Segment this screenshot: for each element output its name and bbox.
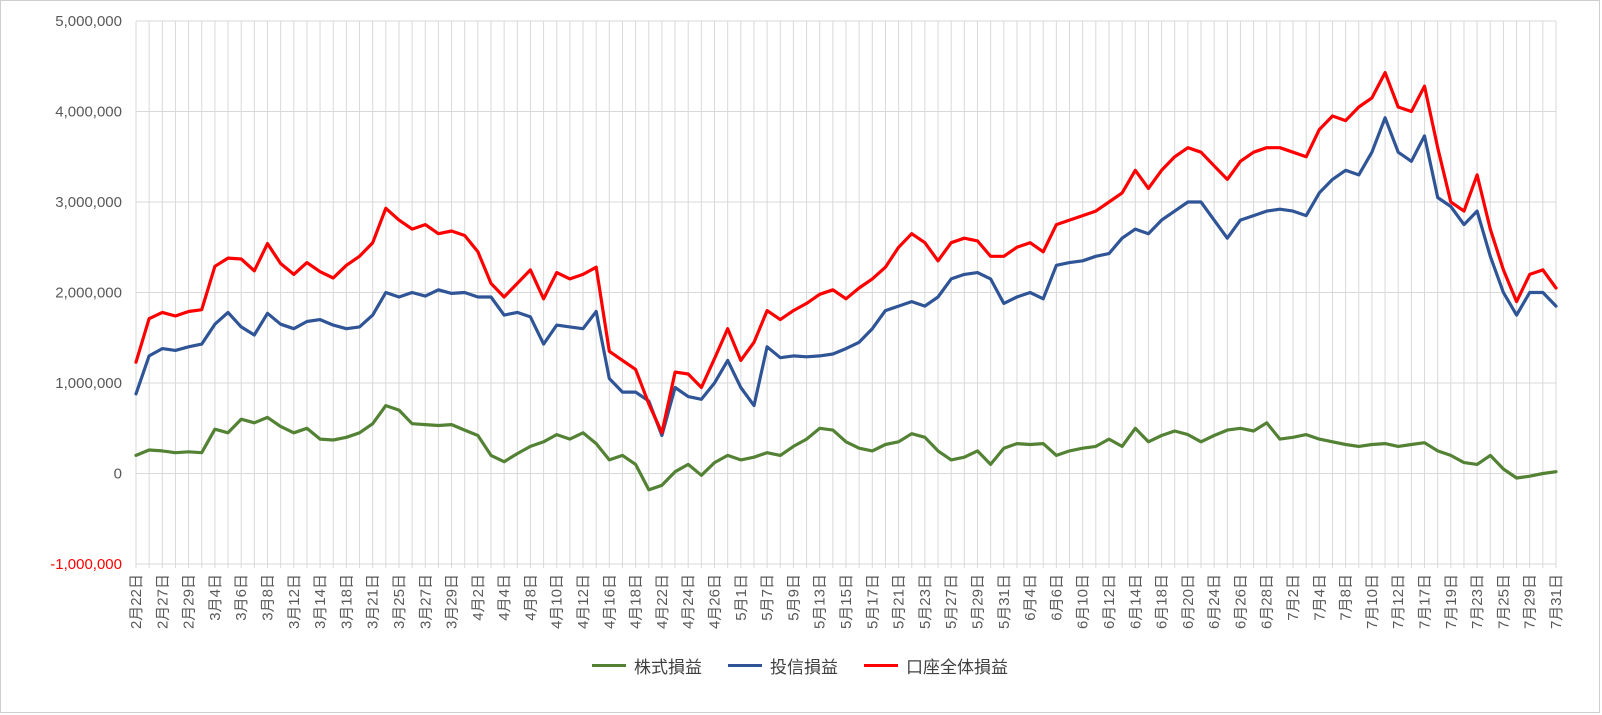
- x-tick-label: 4月10日: [549, 574, 566, 629]
- x-tick-label: 3月18日: [338, 574, 355, 629]
- x-tick-label: 3月27日: [417, 574, 434, 629]
- x-tick-label: 7月2日: [1285, 574, 1302, 621]
- series-lines: [134, 70, 1558, 492]
- x-tick-label: 3月21日: [365, 574, 382, 629]
- x-tick-label: 3月6日: [233, 574, 250, 621]
- y-tick-label: -1,000,000: [50, 556, 122, 573]
- x-tick-label: 3月29日: [444, 574, 461, 629]
- x-tick-label: 2月22日: [128, 574, 145, 629]
- x-tick-label: 6月28日: [1259, 574, 1276, 629]
- x-tick-label: 4月26日: [707, 574, 724, 629]
- x-tick-label: 4月24日: [680, 574, 697, 629]
- y-tick-label: 0: [114, 466, 122, 483]
- x-tick-label: 4月12日: [575, 574, 592, 629]
- x-tick-label: 6月12日: [1101, 574, 1118, 629]
- x-tick-label: 5月13日: [812, 574, 829, 629]
- x-tick-label: 6月10日: [1075, 574, 1092, 629]
- x-tick-label: 4月8日: [522, 574, 539, 621]
- series-line-stock: [134, 404, 1558, 492]
- x-tick-label: 6月6日: [1048, 574, 1065, 621]
- x-tick-label: 7月12日: [1390, 574, 1407, 629]
- x-tick-label: 3月8日: [259, 574, 276, 621]
- y-tick-label: 2,000,000: [55, 285, 122, 302]
- x-tick-label: 5月27日: [943, 574, 960, 629]
- x-tick-label: 4月22日: [654, 574, 671, 629]
- x-tick-label: 6月14日: [1127, 574, 1144, 629]
- x-tick-label: 5月9日: [785, 574, 802, 621]
- x-tick-label: 7月8日: [1338, 574, 1355, 621]
- series-line-fund: [134, 116, 1558, 438]
- x-tick-label: 6月20日: [1180, 574, 1197, 629]
- y-tick-label: 1,000,000: [55, 375, 122, 392]
- x-tick-label: 5月31日: [996, 574, 1013, 629]
- x-tick-label: 3月12日: [286, 574, 303, 629]
- legend-label-stock: 株式損益: [634, 658, 702, 677]
- legend-swatch-fund: [728, 664, 762, 667]
- x-tick-label: 5月15日: [838, 574, 855, 629]
- x-tick-label: 2月29日: [181, 574, 198, 629]
- legend-item-fund: 投信損益: [728, 653, 838, 678]
- x-tick-label: 5月7日: [759, 574, 776, 621]
- y-tick-label: 3,000,000: [55, 194, 122, 211]
- legend-swatch-stock: [592, 664, 626, 667]
- x-tick-label: 7月19日: [1443, 574, 1460, 629]
- x-tick-label: 6月26日: [1232, 574, 1249, 629]
- x-tick-label: 4月2日: [470, 574, 487, 621]
- x-tick-label: 7月29日: [1522, 574, 1539, 629]
- legend-swatch-total: [864, 664, 898, 667]
- x-tick-label: 7月25日: [1495, 574, 1512, 629]
- chart-legend: 株式損益 投信損益 口座全体損益: [1, 653, 1599, 678]
- x-tick-label: 5月29日: [969, 574, 986, 629]
- x-tick-label: 7月4日: [1311, 574, 1328, 621]
- x-tick-label: 3月4日: [207, 574, 224, 621]
- x-tick-label: 5月17日: [864, 574, 881, 629]
- x-tick-label: 6月24日: [1206, 574, 1223, 629]
- x-axis-labels: 2月22日 2月27日 2月29日 3月4日 3月6日 3月8日 3月12日 3月14日 3月1…: [128, 574, 1565, 629]
- legend-label-total: 口座全体損益: [906, 658, 1008, 677]
- chart-canvas: -1,000,000 0 1,000,000 2,000,000 3,000,000 4,…: [50, 13, 1565, 629]
- x-tick-label: 6月4日: [1022, 574, 1039, 621]
- y-tick-label: 4,000,000: [55, 104, 122, 121]
- x-tick-label: 4月4日: [496, 574, 513, 621]
- y-axis-labels: -1,000,000 0 1,000,000 2,000,000 3,000,000 4,…: [50, 13, 122, 573]
- x-tick-label: 3月25日: [391, 574, 408, 629]
- x-tick-label: 5月1日: [733, 574, 750, 621]
- x-tick-label: 2月27日: [154, 574, 171, 629]
- x-tick-label: 5月21日: [891, 574, 908, 629]
- legend-item-stock: 株式損益: [592, 653, 702, 678]
- x-tick-label: 5月23日: [917, 574, 934, 629]
- x-tick-label: 7月23日: [1469, 574, 1486, 629]
- x-tick-label: 7月17日: [1417, 574, 1434, 629]
- y-tick-label: 5,000,000: [55, 13, 122, 30]
- x-tick-label: 7月31日: [1548, 574, 1565, 629]
- x-tick-label: 6月18日: [1154, 574, 1171, 629]
- x-tick-label: 3月14日: [312, 574, 329, 629]
- legend-label-fund: 投信損益: [770, 658, 838, 677]
- series-line-total: [134, 70, 1558, 435]
- x-tick-label: 4月18日: [628, 574, 645, 629]
- x-tick-label: 7月10日: [1364, 574, 1381, 629]
- legend-item-total: 口座全体損益: [864, 653, 1008, 678]
- vertical-gridlines: [135, 21, 1557, 568]
- x-tick-label: 4月16日: [601, 574, 618, 629]
